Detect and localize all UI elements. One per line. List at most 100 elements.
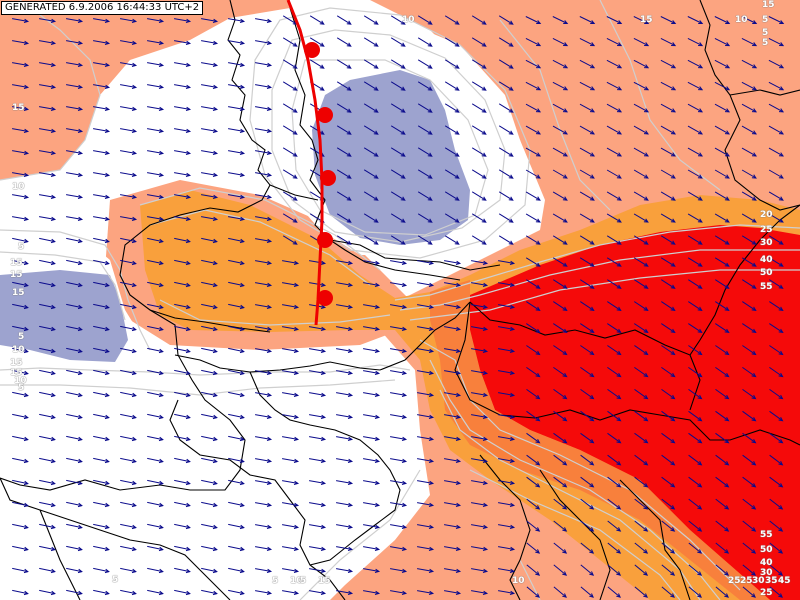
wind-arrow-head — [589, 306, 595, 312]
wind-arrow-icon — [282, 590, 298, 594]
wind-arrow-head — [427, 196, 433, 201]
wind-arrow-head — [779, 86, 785, 91]
wind-arrow-icon — [498, 524, 514, 528]
wind-arrow-icon — [39, 435, 55, 441]
wind-arrow-head — [104, 84, 111, 89]
wind-arrow-icon — [66, 369, 82, 375]
wind-arrow-icon — [498, 304, 514, 308]
wind-arrow-head — [535, 328, 541, 334]
wind-arrow-head — [374, 260, 381, 265]
wind-arrow-icon — [444, 147, 460, 157]
wind-arrow-icon — [552, 235, 568, 245]
wind-arrow-head — [751, 571, 757, 576]
wind-arrow-icon — [228, 259, 244, 265]
wind-arrow-head — [50, 304, 56, 310]
wind-arrow-head — [292, 130, 298, 135]
wind-arrow-head — [697, 505, 703, 510]
wind-arrow-head — [373, 196, 379, 201]
wind-arrow-icon — [147, 106, 163, 110]
wind-arrow-icon — [282, 213, 298, 223]
wind-arrow-icon — [741, 59, 757, 69]
contour-label: 15 — [762, 0, 775, 10]
wind-arrow-icon — [93, 84, 109, 88]
wind-arrow-head — [428, 568, 435, 573]
wind-arrow-head — [643, 196, 649, 201]
wind-arrow-icon — [417, 568, 433, 572]
wind-arrow-icon — [688, 279, 702, 289]
wind-arrow-icon — [120, 369, 136, 375]
wind-arrow-icon — [525, 191, 541, 201]
wind-arrow-head — [239, 590, 245, 596]
wind-arrow-icon — [633, 59, 649, 69]
wind-arrow-head — [508, 108, 514, 113]
wind-arrow-icon — [525, 16, 541, 24]
wind-arrow-icon — [120, 281, 136, 287]
wind-arrow-head — [428, 502, 435, 507]
wind-arrow-icon — [553, 542, 567, 554]
wind-arrow-head — [320, 282, 327, 287]
wind-arrow-icon — [553, 410, 567, 422]
wind-arrow-head — [131, 348, 137, 354]
wind-arrow-head — [616, 328, 622, 334]
wind-arrow-head — [320, 458, 327, 463]
wind-arrow-head — [212, 216, 219, 221]
wind-arrow-head — [616, 174, 622, 179]
wind-arrow-icon — [336, 103, 352, 113]
wind-arrow-head — [617, 86, 623, 91]
wind-arrow-head — [562, 130, 569, 135]
wind-arrow-icon — [390, 37, 406, 47]
wind-arrow-head — [616, 152, 622, 157]
wind-arrow-head — [724, 152, 730, 157]
wind-arrow-head — [104, 546, 110, 552]
wind-arrow-head — [643, 394, 649, 400]
wind-arrow-head — [697, 108, 704, 113]
wind-arrow-icon — [363, 436, 379, 440]
wind-arrow-head — [455, 326, 462, 331]
wind-arrow-icon — [66, 281, 82, 287]
wind-arrow-head — [23, 524, 29, 530]
wind-arrow-icon — [66, 84, 82, 88]
wind-arrow-icon — [93, 457, 109, 463]
wind-arrow-head — [454, 218, 460, 223]
wind-arrow-head — [292, 64, 298, 69]
wind-arrow-icon — [742, 586, 756, 598]
wind-arrow-icon — [552, 81, 568, 91]
wind-arrow-icon — [444, 348, 460, 352]
wind-arrow-icon — [93, 303, 109, 309]
wind-arrow-head — [562, 571, 568, 576]
wind-arrow-icon — [174, 62, 190, 66]
wind-arrow-icon — [444, 502, 460, 506]
wind-arrow-head — [239, 568, 245, 574]
wind-arrow-icon — [525, 213, 541, 223]
wind-arrow-icon — [525, 257, 541, 267]
wind-arrow-head — [185, 546, 191, 552]
wind-arrow-icon — [471, 213, 487, 223]
wind-arrow-icon — [660, 37, 676, 47]
wind-arrow-head — [373, 108, 379, 113]
wind-arrow-icon — [769, 432, 783, 444]
wind-arrow-head — [482, 392, 489, 397]
wind-arrow-icon — [444, 326, 460, 330]
wind-arrow-icon — [39, 347, 55, 353]
wind-arrow-icon — [12, 40, 28, 44]
wind-arrow-icon — [363, 480, 379, 484]
wind-arrow-head — [185, 128, 192, 133]
wind-arrow-icon — [228, 40, 244, 44]
wind-arrow-icon — [309, 568, 325, 572]
wind-arrow-head — [482, 502, 489, 507]
wind-arrow-head — [481, 152, 487, 157]
wind-arrow-head — [535, 549, 541, 554]
wind-arrow-icon — [201, 369, 217, 375]
wind-arrow-icon — [201, 237, 217, 243]
wind-arrow-head — [50, 568, 56, 574]
wind-arrow-head — [724, 593, 729, 598]
wind-arrow-icon — [39, 501, 55, 507]
wind-arrow-icon — [336, 213, 352, 223]
wind-arrow-head — [562, 240, 568, 245]
wind-arrow-icon — [309, 260, 325, 264]
wind-arrow-icon — [471, 169, 487, 179]
wind-arrow-head — [320, 326, 327, 331]
wind-arrow-head — [724, 571, 730, 576]
wind-arrow-head — [428, 590, 435, 595]
wind-arrow-icon — [93, 259, 109, 265]
